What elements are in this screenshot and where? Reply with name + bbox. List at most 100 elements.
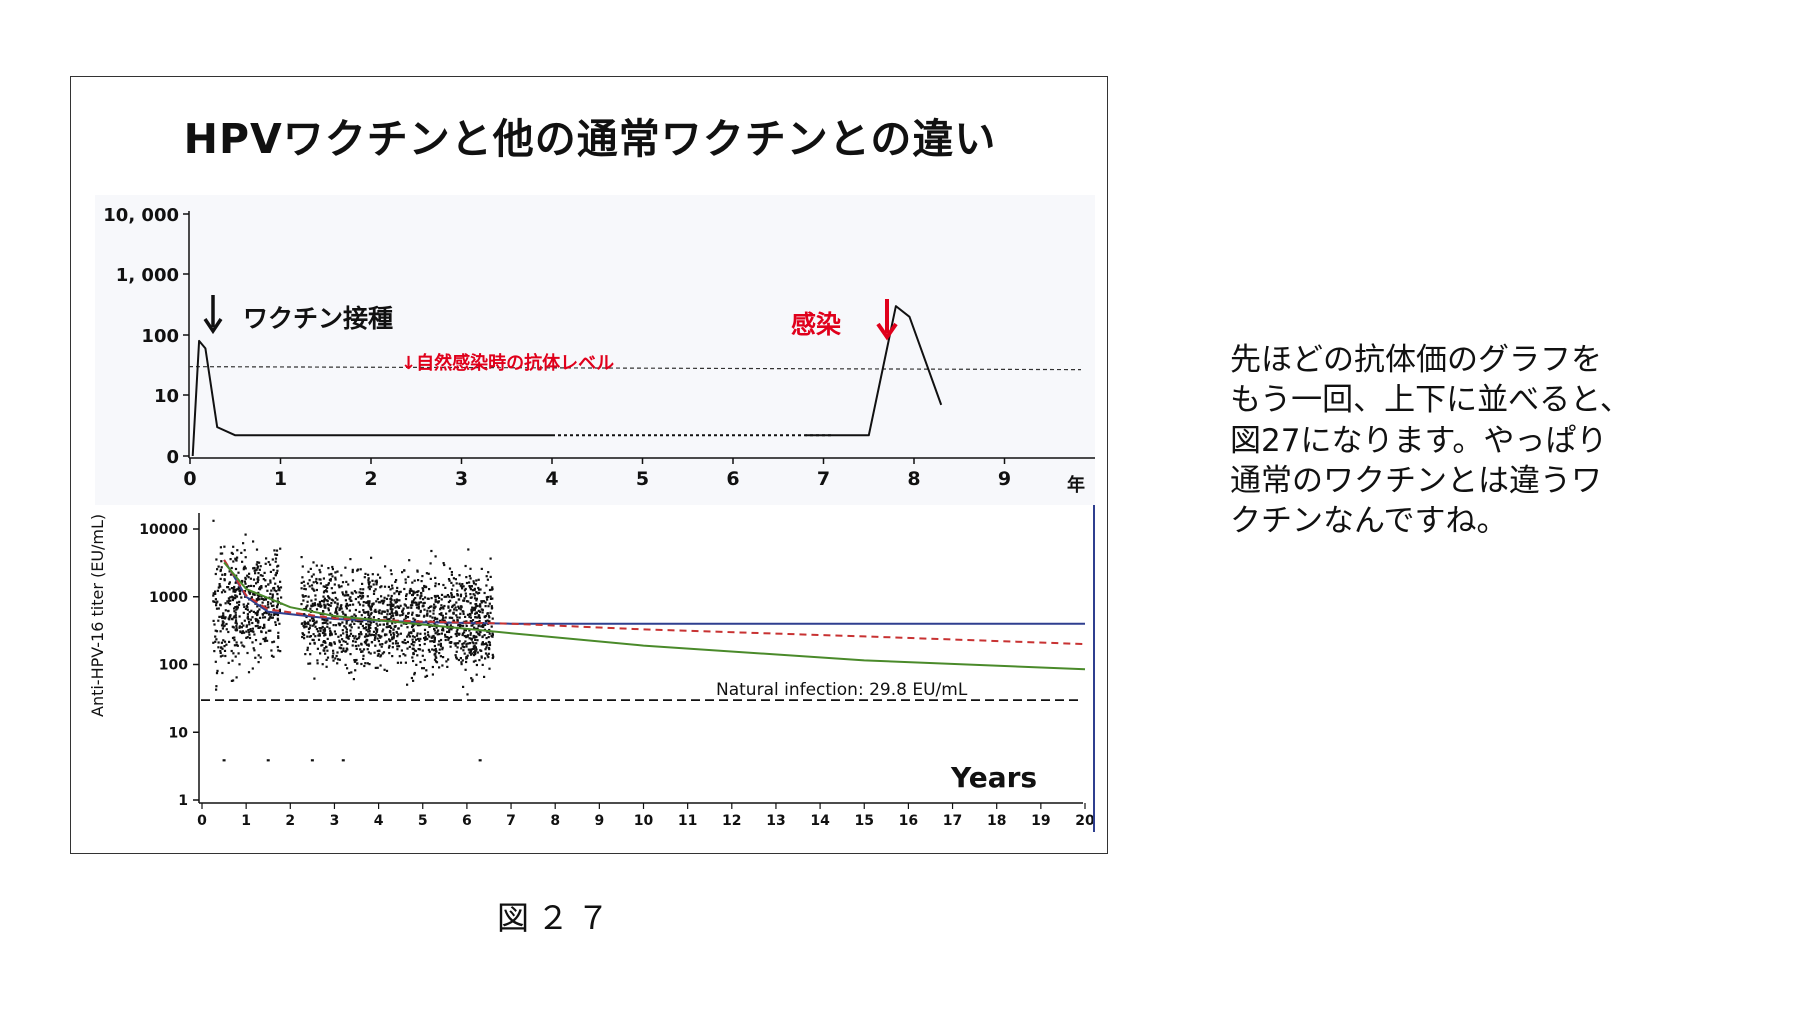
scatter-point <box>388 638 391 641</box>
scatter-point <box>419 601 422 604</box>
scatter-point <box>251 667 254 670</box>
scatter-point <box>251 641 254 644</box>
scatter-point <box>326 649 329 652</box>
scatter-point <box>332 649 335 652</box>
scatter-point <box>334 571 337 574</box>
scatter-point <box>260 585 263 588</box>
scatter-point <box>267 618 270 621</box>
scatter-point <box>473 588 476 592</box>
scatter-point <box>245 630 248 633</box>
scatter-point <box>415 614 418 617</box>
scatter-point <box>357 596 360 599</box>
scatter-point <box>472 593 475 596</box>
top-x-tick-label: 6 <box>726 468 739 490</box>
scatter-point <box>331 615 334 618</box>
figure-frame: HPVワクチンと他の通常ワクチンとの違い 10, 000 1, 000 100 10 0… <box>70 76 1108 854</box>
scatter-point <box>275 590 278 593</box>
scatter-point <box>218 615 221 618</box>
scatter-point <box>214 660 217 663</box>
scatter-point <box>455 601 458 604</box>
scatter-point <box>452 619 456 622</box>
scatter-point <box>404 581 407 584</box>
scatter-point <box>419 595 422 598</box>
scatter-point <box>279 650 282 653</box>
scatter-point <box>423 658 426 662</box>
scatter-point <box>234 611 237 614</box>
scatter-point <box>310 605 313 608</box>
scatter-point <box>415 606 419 609</box>
scatter-point <box>318 632 321 635</box>
scatter-point <box>417 590 420 593</box>
scatter-point <box>351 634 355 638</box>
scatter-point <box>219 546 222 549</box>
scatter-point <box>233 585 236 589</box>
scatter-point <box>319 605 322 608</box>
scatter-point <box>250 609 253 612</box>
scatter-point <box>232 597 235 600</box>
scatter-point <box>214 572 217 576</box>
scatter-point <box>248 633 251 636</box>
bottom-x-tick-label: 4 <box>374 813 384 829</box>
scatter-point <box>471 606 474 609</box>
scatter-point <box>316 582 319 585</box>
scatter-point <box>476 604 479 607</box>
scatter-point <box>390 605 393 608</box>
scatter-point <box>223 640 227 643</box>
scatter-point <box>308 585 311 588</box>
scatter-point <box>450 635 453 639</box>
scatter-point <box>349 596 352 599</box>
scatter-point <box>251 621 254 625</box>
scatter-point <box>263 616 267 619</box>
scatter-point <box>340 585 343 588</box>
scatter-point <box>256 618 259 621</box>
scatter-point <box>412 679 415 682</box>
scatter-point <box>433 629 436 632</box>
scatter-point <box>219 651 222 654</box>
top-series-line <box>191 339 552 457</box>
scatter-point <box>411 593 414 597</box>
scatter-point <box>468 648 471 651</box>
scatter-point <box>442 617 445 620</box>
scatter-point <box>412 628 415 631</box>
scatter-point <box>215 672 219 675</box>
scatter-point <box>246 636 249 639</box>
scatter-point <box>276 617 279 620</box>
scatter-point <box>425 674 429 677</box>
scatter-point <box>403 569 406 572</box>
scatter-point <box>221 622 224 625</box>
scatter-point <box>230 566 233 570</box>
scatter-point <box>436 617 439 620</box>
scatter-point <box>473 651 476 654</box>
top-y-tick-label: 100 <box>141 326 179 347</box>
scatter-point <box>429 605 432 608</box>
scatter-point <box>235 641 238 644</box>
scatter-point <box>475 663 478 667</box>
scatter-point <box>367 601 370 604</box>
scatter-point <box>458 607 461 610</box>
scatter-point <box>333 583 336 586</box>
scatter-point <box>418 639 421 642</box>
scatter-point <box>433 640 436 643</box>
scatter-point <box>365 635 368 638</box>
scatter-point <box>277 636 280 639</box>
scatter-point <box>310 617 314 620</box>
scatter-point <box>356 569 359 572</box>
scatter-point <box>420 580 423 583</box>
scatter-point <box>485 646 488 649</box>
scatter-point <box>396 648 399 651</box>
scatter-point <box>467 548 470 551</box>
scatter-point <box>446 623 449 626</box>
scatter-point <box>270 604 274 608</box>
scatter-point <box>473 608 476 611</box>
scatter-point <box>441 618 444 621</box>
scatter-point <box>274 573 277 577</box>
scatter-point <box>489 597 493 600</box>
scatter-point <box>408 592 411 595</box>
scatter-point <box>237 603 241 606</box>
scatter-point <box>418 644 421 647</box>
scatter-point <box>345 604 348 607</box>
scatter-point <box>234 588 237 591</box>
scatter-point <box>378 643 382 646</box>
scatter-point <box>323 640 326 643</box>
bottom-y-tick-label: 1000 <box>149 590 188 606</box>
